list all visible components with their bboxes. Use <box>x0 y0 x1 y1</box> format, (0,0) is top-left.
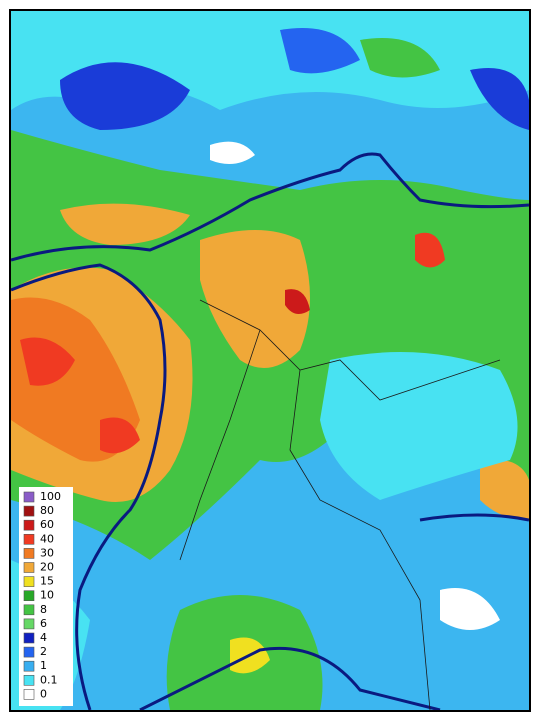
legend-label: 8 <box>40 603 47 616</box>
legend-swatch <box>23 646 35 658</box>
legend-swatch <box>23 660 35 672</box>
legend-swatch <box>23 505 35 517</box>
legend-swatch <box>23 618 35 630</box>
region <box>360 38 440 78</box>
legend-swatch <box>23 548 35 559</box>
legend-label: 6 <box>40 617 47 630</box>
map-frame <box>9 9 531 712</box>
legend-label: 60 <box>40 518 54 531</box>
legend-label: 0.1 <box>40 673 58 686</box>
legend-swatch <box>23 674 35 686</box>
coastline <box>139 646 441 710</box>
legend-swatch <box>23 604 35 616</box>
region <box>440 588 500 630</box>
legend-label: 80 <box>40 504 54 517</box>
legend-label: 15 <box>40 575 54 588</box>
border <box>179 299 501 710</box>
region <box>60 62 190 130</box>
region <box>210 141 255 164</box>
region <box>480 459 529 520</box>
legend-swatch <box>23 519 35 531</box>
legend-swatch <box>23 590 35 602</box>
region <box>470 68 529 130</box>
legend-label: 20 <box>40 561 54 574</box>
legend-label: 30 <box>40 546 54 559</box>
precipitation-field <box>11 11 529 710</box>
legend-label: 40 <box>40 532 54 545</box>
legend-swatch <box>23 491 35 503</box>
legend-swatch <box>23 576 35 587</box>
legend-label: 1 <box>40 659 47 672</box>
region <box>285 289 310 314</box>
legend-label: 100 <box>40 490 61 503</box>
legend-label: 10 <box>40 589 54 602</box>
region <box>60 203 190 245</box>
legend-label: 2 <box>40 645 47 658</box>
region <box>280 28 360 74</box>
legend-swatch <box>23 689 35 700</box>
region <box>415 232 445 268</box>
legend-swatch <box>23 562 35 573</box>
region <box>200 230 310 368</box>
legend-swatch <box>23 632 35 644</box>
region <box>100 417 140 454</box>
coastline <box>419 513 529 522</box>
legend-swatch <box>23 533 35 545</box>
coastline <box>11 263 167 710</box>
legend-label: 0 <box>40 687 47 700</box>
region <box>20 337 75 386</box>
legend-label: 4 <box>40 631 47 644</box>
coastline <box>11 152 529 262</box>
